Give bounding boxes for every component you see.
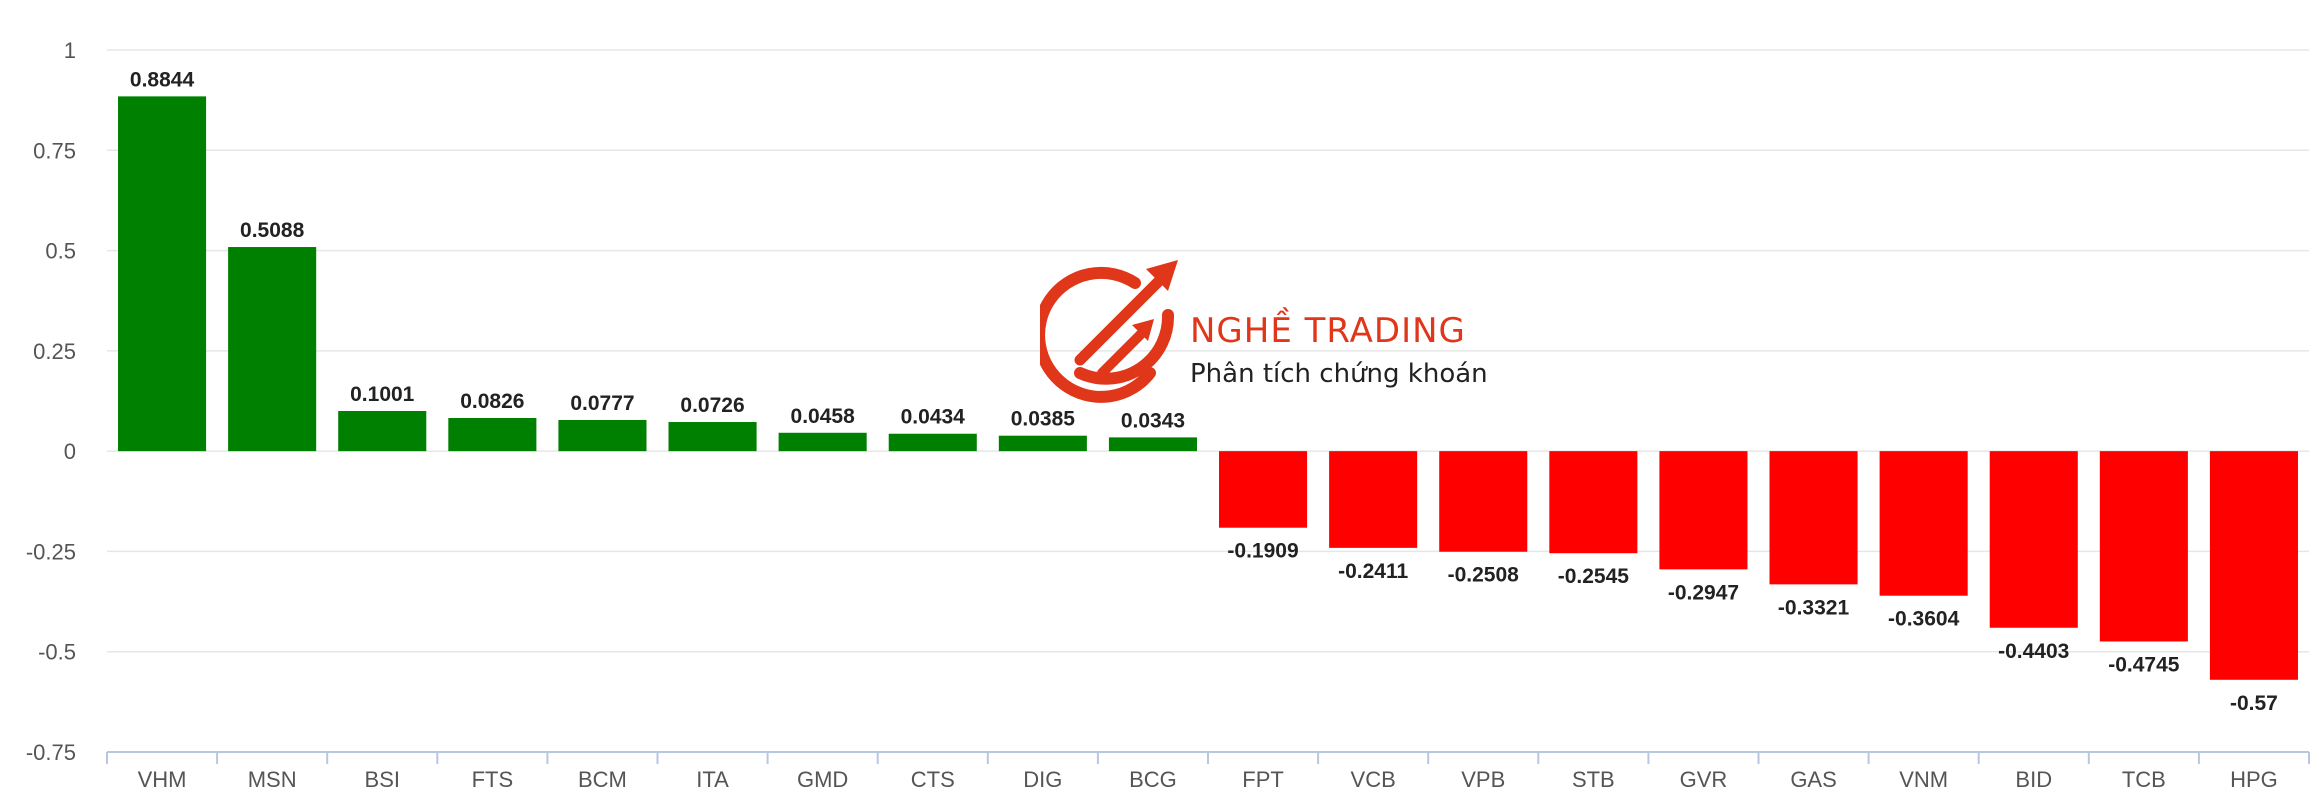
- data-label: -0.2411: [1338, 560, 1408, 583]
- bar-stb: [1549, 451, 1638, 554]
- bar-gmd: [778, 432, 867, 452]
- data-label: -0.2947: [1668, 581, 1739, 604]
- x-tick-label: STB: [1572, 767, 1615, 792]
- bar-gas: [1769, 451, 1858, 585]
- logo-title: NGHỀ TRADING: [1190, 311, 1466, 351]
- bar-tcb: [2099, 451, 2188, 642]
- data-label: -0.4403: [1998, 640, 2069, 663]
- data-label: 0.0385: [1011, 408, 1076, 431]
- x-tick-label: VCB: [1351, 767, 1396, 792]
- x-tick-label: BCM: [578, 767, 627, 792]
- data-label: -0.1909: [1227, 540, 1298, 563]
- x-tick-label: CTS: [911, 767, 955, 792]
- x-tick-label: HPG: [2230, 767, 2278, 792]
- bar-cts: [888, 433, 977, 452]
- bars: [118, 96, 2298, 680]
- data-label: 0.0434: [901, 406, 966, 429]
- data-label: 0.0458: [791, 405, 856, 428]
- x-tick-label: GAS: [1790, 767, 1836, 792]
- y-tick-label: 1: [64, 38, 76, 63]
- data-label: -0.57: [2230, 692, 2278, 715]
- data-label: 0.0826: [460, 390, 524, 413]
- x-tick-label: ITA: [696, 767, 729, 792]
- x-tick-label: DIG: [1023, 767, 1062, 792]
- x-tick-label: VHM: [138, 767, 187, 792]
- y-tick-label: 0: [64, 439, 76, 464]
- x-tick-label: VNM: [1899, 767, 1948, 792]
- bar-dig: [998, 435, 1087, 452]
- x-tick-label: FTS: [472, 767, 514, 792]
- labels: 1 0.75 0.5 0.25 0 -0.25 -0.5 -0.75 0.8844 0.5088 0…: [26, 38, 2278, 792]
- bar-vhm: [118, 96, 207, 452]
- bar-fts: [448, 418, 537, 452]
- bar-msn: [228, 247, 317, 452]
- x-tick-label: FPT: [1242, 767, 1284, 792]
- data-label: 0.0777: [570, 392, 634, 415]
- data-label: 0.5088: [240, 219, 305, 242]
- y-tick-label: -0.75: [26, 740, 76, 765]
- data-label: 0.0343: [1121, 409, 1185, 432]
- bar-hpg: [2209, 451, 2298, 680]
- data-label: -0.4745: [2108, 653, 2180, 676]
- x-axis: [106, 751, 2310, 764]
- x-tick-label: BSI: [365, 767, 400, 792]
- x-tick-label: MSN: [248, 767, 297, 792]
- y-tick-label: 0.5: [45, 239, 76, 264]
- y-tick-label: 0.75: [33, 138, 76, 163]
- data-label: -0.3604: [1888, 608, 1960, 631]
- bar-ita: [668, 422, 757, 452]
- bar-bsi: [338, 410, 427, 452]
- chart-arrow-circle-icon: [1040, 260, 1178, 403]
- x-tick-label: TCB: [2122, 767, 2166, 792]
- y-tick-label: -0.25: [26, 539, 76, 564]
- data-label: -0.2508: [1448, 564, 1520, 587]
- bar-bid: [1989, 451, 2078, 628]
- x-tick-label: BID: [2015, 767, 2052, 792]
- bar-gvr: [1659, 451, 1748, 570]
- bar-vpb: [1439, 451, 1528, 552]
- data-label: 0.1001: [350, 383, 415, 406]
- watermark-logo: NGHỀ TRADING Phân tích chứng khoán: [1040, 255, 1500, 405]
- data-label: -0.2545: [1558, 565, 1630, 588]
- bar-bcg: [1108, 437, 1197, 452]
- x-tick-label: GMD: [797, 767, 848, 792]
- bar-vnm: [1879, 451, 1968, 596]
- data-label: 0.0726: [680, 394, 744, 417]
- data-label: 0.8844: [130, 68, 195, 91]
- bar-fpt: [1219, 451, 1308, 528]
- x-tick-label: VPB: [1461, 767, 1505, 792]
- x-tick-label: GVR: [1680, 767, 1728, 792]
- y-tick-label: 0.25: [33, 339, 76, 364]
- bar-bcm: [558, 419, 647, 452]
- y-tick-label: -0.5: [38, 640, 76, 665]
- data-label: -0.3321: [1778, 596, 1850, 619]
- x-tick-label: BCG: [1129, 767, 1177, 792]
- bar-vcb: [1329, 451, 1418, 548]
- logo-subtitle: Phân tích chứng khoán: [1190, 359, 1488, 389]
